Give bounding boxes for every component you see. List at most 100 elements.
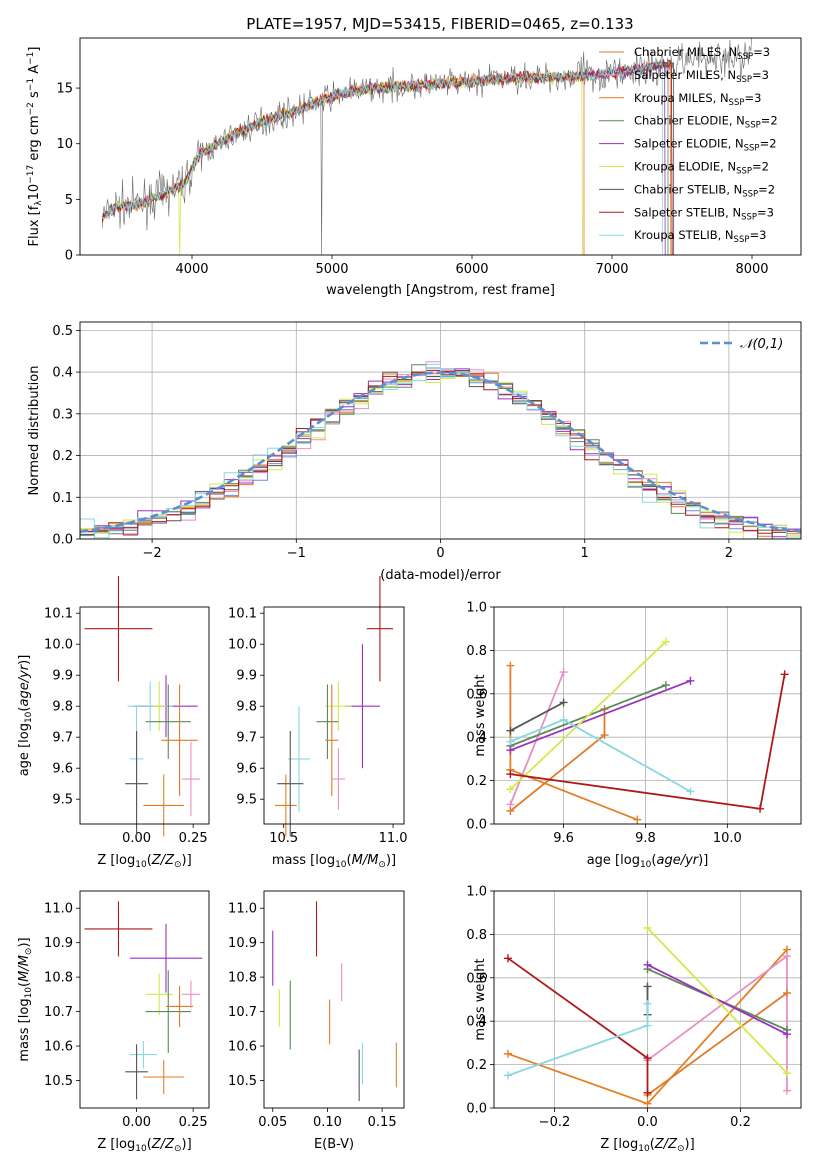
legend-entry-1: Salpeter MILES, NSSP=3 — [634, 68, 769, 85]
y-tick-label: 9.8 — [236, 700, 257, 715]
x-axis-label: Z [log10(Z/Z⊙)] — [600, 1137, 694, 1154]
label-part: Flux [f — [27, 205, 42, 246]
label-part: 10 — [135, 860, 147, 870]
weight-line-5 — [509, 641, 667, 790]
weight-marker — [643, 982, 652, 991]
y-tick-label: 0.2 — [466, 774, 487, 789]
weight-marker — [559, 715, 568, 724]
y-tick-label: 10.7 — [228, 1005, 257, 1020]
y-tick-label: 10.8 — [228, 971, 257, 986]
weight-marker — [643, 1054, 652, 1063]
label-part: λ — [34, 200, 44, 206]
axes-frame — [493, 890, 802, 1109]
legend-sub: SSP — [736, 75, 752, 85]
weight-line-7 — [510, 674, 786, 810]
y-tick-label: 9.8 — [52, 700, 73, 715]
weight-marker — [506, 737, 515, 746]
y-tick-label: 1.0 — [466, 885, 487, 900]
y-tick-label: 9.5 — [52, 793, 73, 808]
x-tick-label: 0.05 — [258, 1115, 287, 1130]
y-tick-label: 10.0 — [44, 638, 73, 653]
weight-marker — [506, 726, 515, 735]
x-tick-label: 1 — [581, 546, 589, 561]
x-tick-label: 9.8 — [635, 831, 656, 846]
y-tick-label: 9.7 — [52, 731, 73, 746]
y-axis-label: mass [log10(M/M⊙)] — [17, 937, 34, 1061]
label-part: )] — [17, 937, 32, 947]
histogram-8 — [80, 363, 801, 539]
legend-sub: SSP — [744, 144, 760, 154]
weight-marker — [643, 1021, 652, 1030]
y-tick-label: 0.6 — [466, 971, 487, 986]
label-part: mass weight — [473, 674, 488, 756]
weight-marker — [506, 661, 515, 670]
weight-marker — [633, 815, 642, 824]
y-tick-label: 9.7 — [236, 731, 257, 746]
label-part: )] — [685, 1137, 695, 1152]
figure-title: PLATE=1957, MJD=53415, FIBERID=0465, z=0… — [246, 15, 633, 33]
weight-line-2 — [646, 992, 788, 1096]
y-tick-label: 10.0 — [228, 638, 257, 653]
label-part: Z/Z — [654, 1137, 678, 1152]
x-tick-label: 0.25 — [179, 1115, 208, 1130]
model-spectrum-2 — [101, 70, 585, 255]
weight-line-2 — [509, 709, 606, 812]
y-tick-label: 0.2 — [52, 449, 73, 464]
y-tick-label: 0.0 — [466, 1102, 487, 1117]
y-tick-label: 0.2 — [466, 1058, 487, 1073]
y-tick-label: 10.9 — [228, 936, 257, 951]
weight-marker — [756, 804, 765, 813]
histograms — [80, 361, 801, 539]
y-tick-label: 0.4 — [52, 366, 73, 381]
x-tick-label: 5000 — [315, 262, 348, 277]
axes-frame — [493, 606, 802, 825]
weight-marker — [661, 637, 670, 646]
label-part: ( — [651, 853, 656, 868]
axes-frame — [79, 606, 210, 825]
weight-marker — [503, 1049, 512, 1058]
y-tick-label: 9.6 — [52, 762, 73, 777]
x-tick-label: 9.6 — [553, 831, 574, 846]
weight-marker — [686, 787, 695, 796]
x-tick-label: 7000 — [595, 262, 628, 277]
label-part: ⊙ — [378, 860, 386, 870]
y-axis-label: age [log10(age/yr)] — [17, 655, 34, 777]
weight-marker — [506, 746, 515, 755]
label-part: Z [log — [600, 1137, 638, 1152]
legend-entry-2: Kroupa MILES, NSSP=3 — [634, 91, 761, 108]
x-tick-label: 11.0 — [379, 831, 408, 846]
label-part: )] — [182, 853, 192, 868]
legend-entry-0: Chabrier MILES, NSSP=3 — [634, 45, 770, 62]
weight-marker — [783, 952, 792, 961]
x-axis-label: wavelength [Angstrom, rest frame] — [326, 283, 555, 298]
label-part: (data-model)/error — [380, 568, 501, 583]
legend-nssp: =3 — [752, 68, 769, 82]
label-part: )] — [698, 853, 708, 868]
label-part: −17 — [26, 165, 36, 184]
weight-marker — [506, 785, 515, 794]
weight-marker — [783, 1069, 792, 1078]
weight-line-1 — [509, 671, 565, 805]
label-part: 10 — [335, 860, 347, 870]
weight-marker — [506, 806, 515, 815]
legend-sub: SSP — [742, 189, 758, 199]
weight-marker — [506, 770, 515, 779]
y-tick-label: 10.5 — [228, 1074, 257, 1089]
x-tick-label: 10.0 — [713, 831, 742, 846]
axes-frame — [263, 606, 405, 825]
y-tick-label: 0.6 — [466, 687, 487, 702]
spectrum-lines — [101, 38, 752, 255]
y-tick-label: 15 — [56, 82, 73, 97]
label-part: wavelength [Angstrom, rest frame] — [326, 283, 555, 298]
label-part: ( — [347, 853, 352, 868]
y-tick-label: 0.3 — [52, 407, 73, 422]
x-tick-label: 0.00 — [122, 1115, 151, 1130]
model-spectrum-8 — [102, 59, 663, 255]
axes-frame — [79, 321, 802, 540]
weight-line-5 — [646, 927, 788, 1074]
legend-sub: SSP — [734, 235, 750, 245]
y-tick-label: 10.9 — [44, 936, 73, 951]
y-tick-label: 10.1 — [44, 607, 73, 622]
y-tick-label: 10 — [56, 137, 73, 152]
